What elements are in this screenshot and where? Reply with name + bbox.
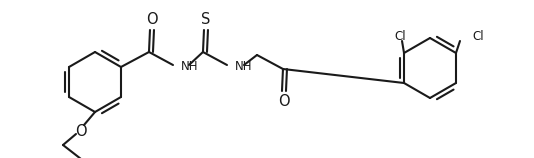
Text: Cl: Cl bbox=[472, 30, 484, 43]
Text: O: O bbox=[278, 94, 290, 109]
Text: S: S bbox=[201, 12, 211, 27]
Text: O: O bbox=[75, 125, 87, 140]
Text: NH: NH bbox=[181, 60, 199, 73]
Text: O: O bbox=[146, 12, 158, 27]
Text: NH: NH bbox=[235, 60, 253, 73]
Text: Cl: Cl bbox=[394, 30, 406, 43]
